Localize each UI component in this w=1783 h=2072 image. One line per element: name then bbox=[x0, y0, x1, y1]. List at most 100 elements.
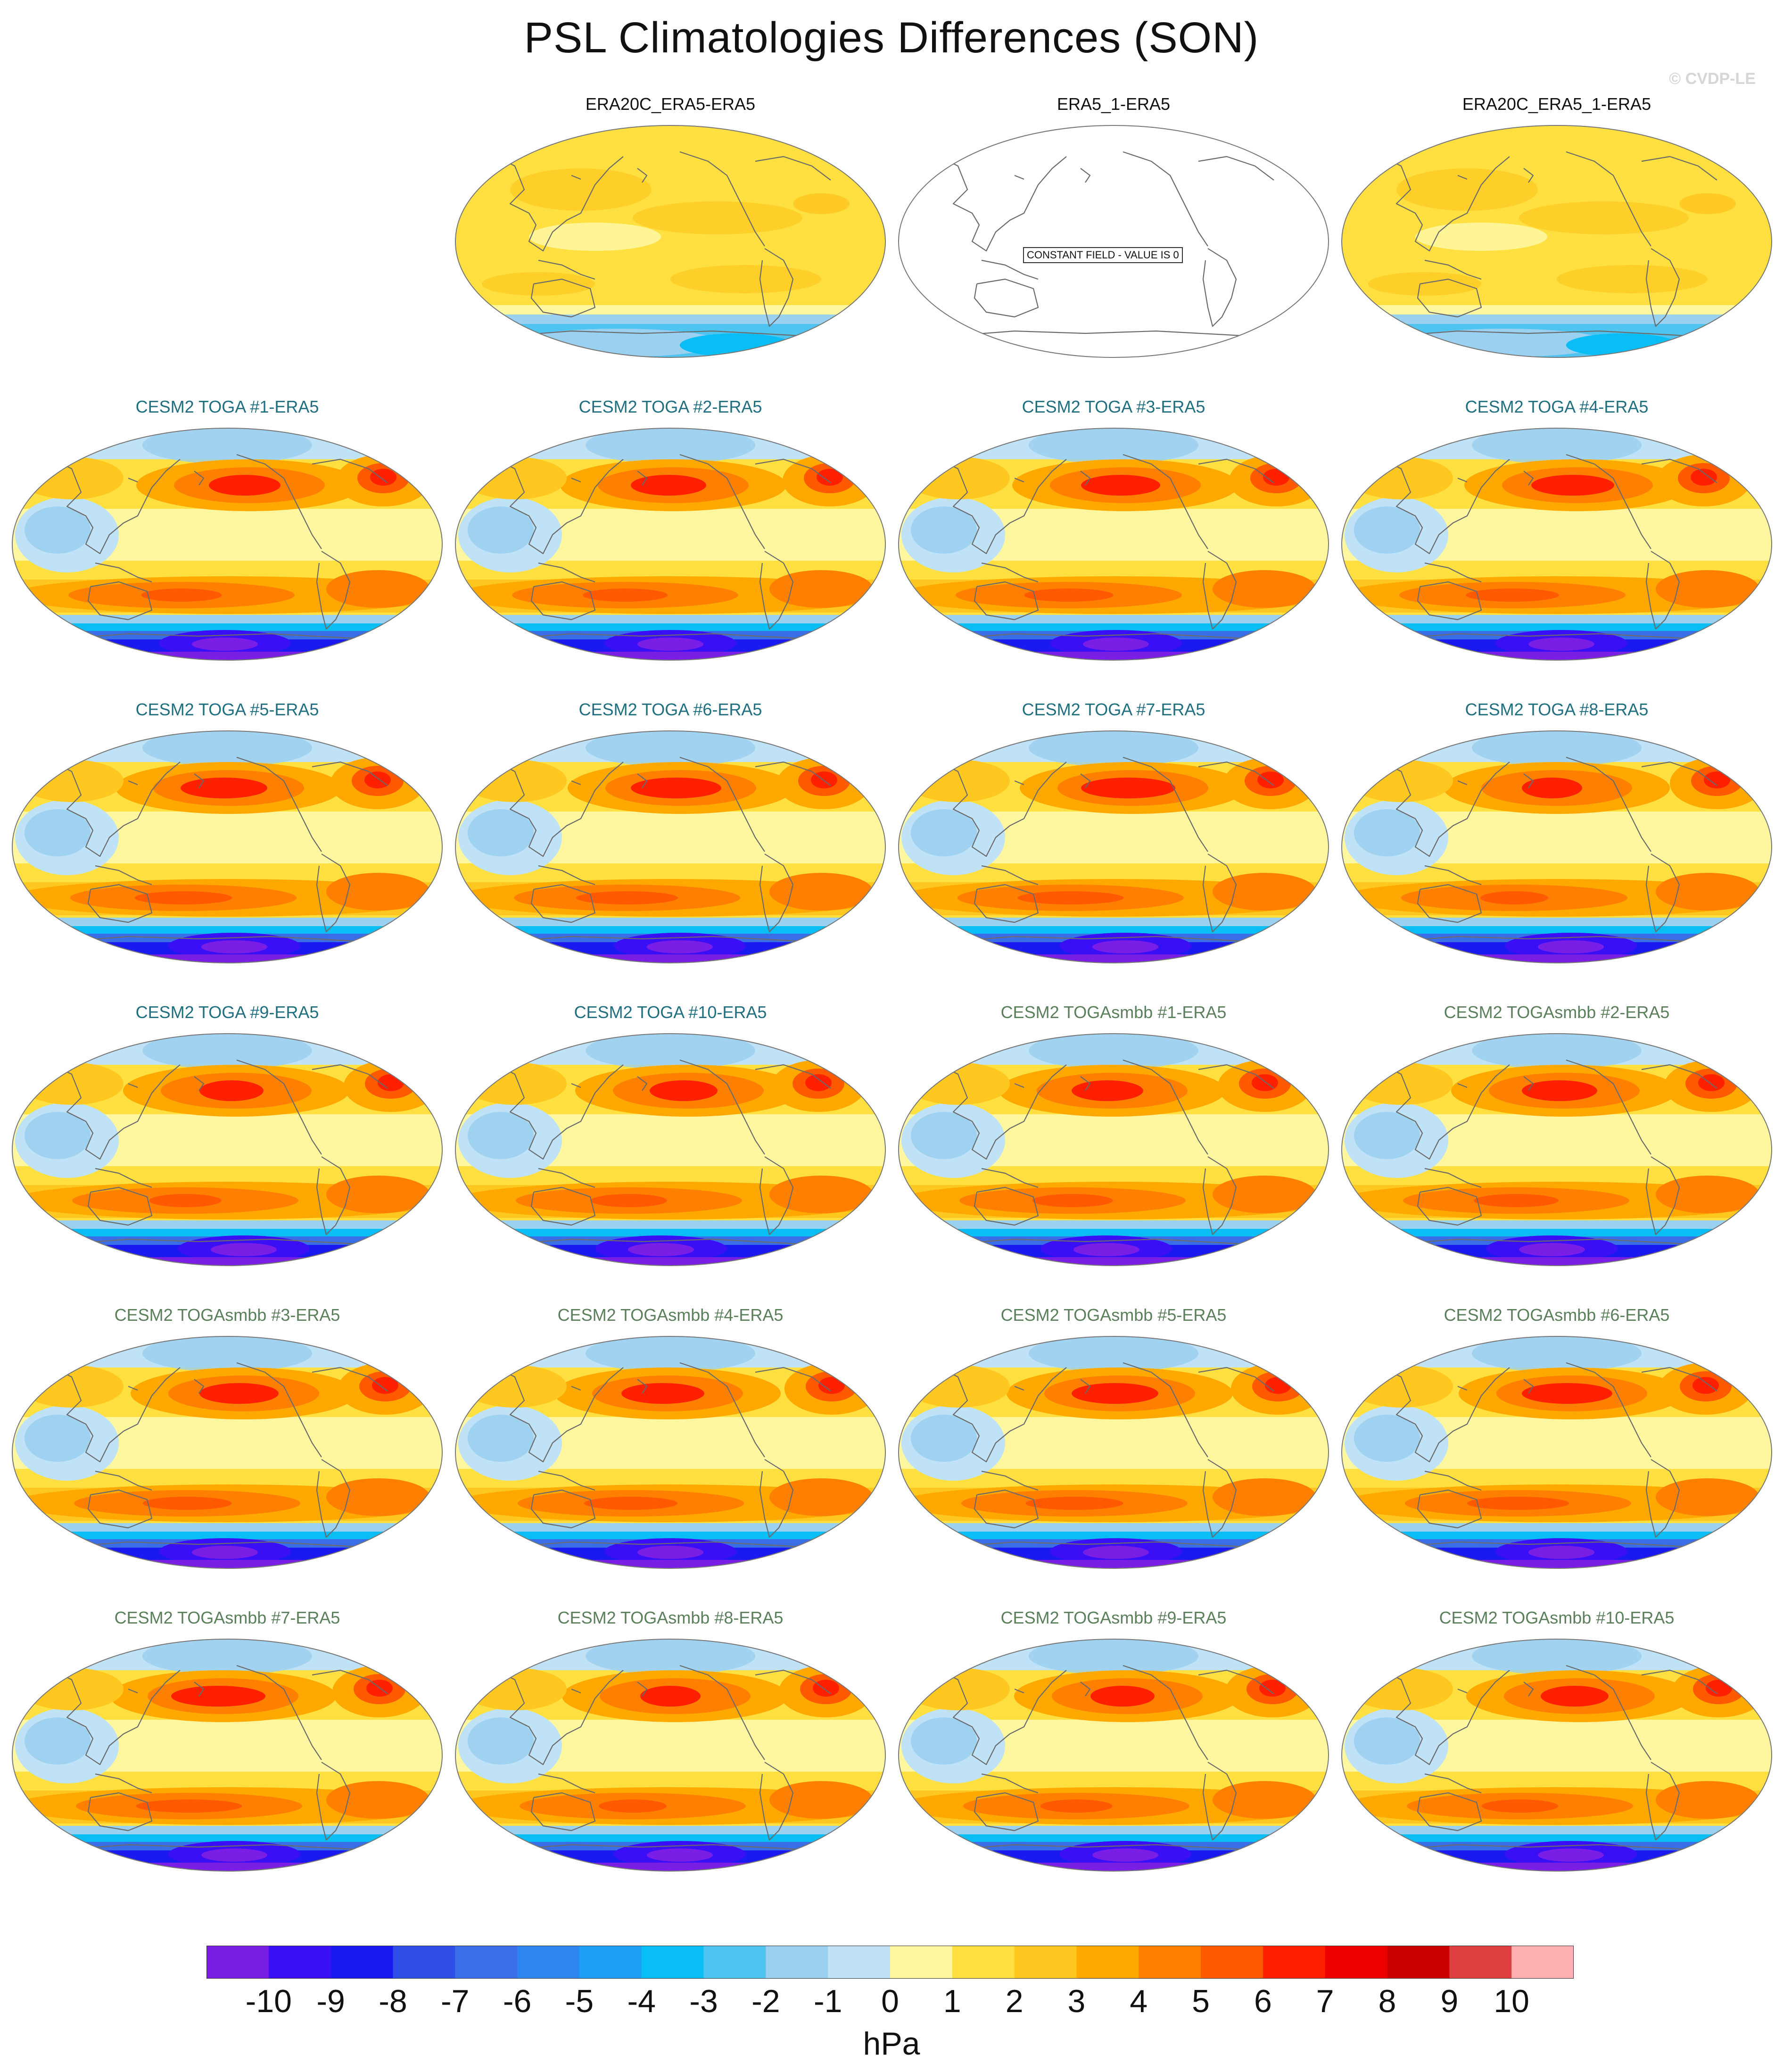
colorbar-tick-label: -8 bbox=[379, 1983, 407, 2019]
colorbar-swatch bbox=[330, 1946, 393, 1979]
panel-title: CESM2 TOGA #2-ERA5 bbox=[578, 397, 762, 416]
colorbar-tick-label: -9 bbox=[316, 1983, 345, 2019]
map-panel: CESM2 TOGA #7-ERA5 bbox=[897, 700, 1330, 965]
panel-title: CESM2 TOGAsmbb #10-ERA5 bbox=[1439, 1608, 1675, 1627]
colorbar-swatch bbox=[952, 1946, 1015, 1979]
panel-title: ERA20C_ERA5-ERA5 bbox=[585, 94, 756, 114]
colorbar-swatch bbox=[517, 1946, 580, 1979]
world-map-robinson bbox=[898, 1033, 1329, 1266]
colorbar-tick-label: 2 bbox=[1005, 1983, 1024, 2019]
world-map-robinson bbox=[455, 1336, 886, 1569]
panel-title: CESM2 TOGA #4-ERA5 bbox=[1465, 397, 1649, 416]
world-map-robinson bbox=[898, 1336, 1329, 1569]
colorbar-swatch bbox=[206, 1946, 269, 1979]
world-map-robinson bbox=[12, 428, 443, 661]
colorbar-swatch bbox=[1325, 1946, 1388, 1979]
map-panel: CESM2 TOGA #2-ERA5 bbox=[454, 397, 887, 662]
panel-title: CESM2 TOGA #6-ERA5 bbox=[578, 700, 762, 719]
colorbar-tick-label: -6 bbox=[503, 1983, 532, 2019]
colorbar-tick-label: -10 bbox=[245, 1983, 292, 2019]
map-panel: CESM2 TOGA #6-ERA5 bbox=[454, 700, 887, 965]
map-panel: CESM2 TOGA #4-ERA5 bbox=[1340, 397, 1774, 662]
colorbar-tick-label: 4 bbox=[1130, 1983, 1148, 2019]
map-panel: CESM2 TOGAsmbb #9-ERA5 bbox=[897, 1608, 1330, 1873]
map-panel: CESM2 TOGAsmbb #4-ERA5 bbox=[454, 1305, 887, 1570]
map-panel: CESM2 TOGAsmbb #7-ERA5 bbox=[10, 1608, 444, 1873]
colorbar-swatch bbox=[579, 1946, 642, 1979]
map-panel: CESM2 TOGAsmbb #8-ERA5 bbox=[454, 1608, 887, 1873]
colorbar-tick-label: -3 bbox=[689, 1983, 718, 2019]
world-map-robinson bbox=[1341, 730, 1772, 963]
colorbar-swatch bbox=[1201, 1946, 1263, 1979]
colorbar-swatch bbox=[828, 1946, 891, 1979]
world-map-robinson bbox=[455, 730, 886, 963]
panel-title: CESM2 TOGA #5-ERA5 bbox=[135, 700, 319, 719]
world-map-robinson bbox=[1341, 1639, 1772, 1872]
colorbar-tick-label: 3 bbox=[1067, 1983, 1086, 2019]
world-map-robinson bbox=[898, 730, 1329, 963]
colorbar-tick-label: -5 bbox=[565, 1983, 594, 2019]
panel-title: CESM2 TOGA #9-ERA5 bbox=[135, 1003, 319, 1022]
panel-title: CESM2 TOGA #3-ERA5 bbox=[1022, 397, 1205, 416]
colorbar-swatch bbox=[1449, 1946, 1512, 1979]
panel-title: CESM2 TOGAsmbb #7-ERA5 bbox=[114, 1608, 340, 1627]
colorbar-tick-label: 5 bbox=[1192, 1983, 1210, 2019]
colorbar-swatch bbox=[1139, 1946, 1201, 1979]
map-panel: CESM2 TOGAsmbb #10-ERA5 bbox=[1340, 1608, 1774, 1873]
map-panel: CESM2 TOGAsmbb #3-ERA5 bbox=[10, 1305, 444, 1570]
map-panel: CESM2 TOGA #10-ERA5 bbox=[454, 1003, 887, 1268]
colorbar-tick-label: 9 bbox=[1440, 1983, 1459, 2019]
world-map-robinson bbox=[455, 428, 886, 661]
colorbar-tick-label: -2 bbox=[751, 1983, 780, 2019]
panel-title: CESM2 TOGAsmbb #9-ERA5 bbox=[1000, 1608, 1227, 1627]
world-map-robinson bbox=[12, 1033, 443, 1266]
map-panel: ERA20C_ERA5_1-ERA5 bbox=[1340, 94, 1774, 359]
colorbar-swatch bbox=[890, 1946, 953, 1979]
map-panel: ERA20C_ERA5-ERA5 bbox=[454, 94, 887, 359]
constant-field-note: CONSTANT FIELD - VALUE IS 0 bbox=[1023, 247, 1183, 263]
colorbar-tick-label: 0 bbox=[881, 1983, 899, 2019]
map-panel: CESM2 TOGAsmbb #6-ERA5 bbox=[1340, 1305, 1774, 1570]
colorbar-tick-label: -4 bbox=[627, 1983, 656, 2019]
page-title: PSL Climatologies Differences (SON) bbox=[524, 14, 1259, 62]
colorbar-tick-label: 1 bbox=[943, 1983, 961, 2019]
world-map-robinson bbox=[898, 428, 1329, 661]
colorbar-tick-label: 6 bbox=[1254, 1983, 1272, 2019]
panel-title: ERA5_1-ERA5 bbox=[1057, 94, 1171, 114]
map-panel: CESM2 TOGA #1-ERA5 bbox=[10, 397, 444, 662]
colorbar-tick-label: -7 bbox=[441, 1983, 470, 2019]
map-panel: ERA5_1-ERA5 CONSTANT FIELD - VALUE IS 0 bbox=[897, 94, 1330, 359]
colorbar-tick-label: 10 bbox=[1494, 1983, 1529, 2019]
map-panel: CESM2 TOGA #8-ERA5 bbox=[1340, 700, 1774, 965]
panel-title: CESM2 TOGA #10-ERA5 bbox=[574, 1003, 767, 1022]
colorbar-tick-label: 7 bbox=[1316, 1983, 1334, 2019]
world-map-robinson bbox=[1341, 428, 1772, 661]
panel-title: CESM2 TOGA #1-ERA5 bbox=[135, 397, 319, 416]
panel-title: CESM2 TOGAsmbb #8-ERA5 bbox=[557, 1608, 784, 1627]
watermark: © CVDP-LE bbox=[1669, 70, 1756, 88]
colorbar bbox=[206, 1946, 1574, 1979]
world-map-robinson bbox=[1341, 1033, 1772, 1266]
colorbar-swatch bbox=[268, 1946, 331, 1979]
map-panel: CESM2 TOGAsmbb #1-ERA5 bbox=[897, 1003, 1330, 1268]
colorbar-units: hPa bbox=[863, 2026, 920, 2062]
world-map-robinson bbox=[12, 1336, 443, 1569]
world-map-robinson bbox=[1341, 125, 1772, 358]
map-panel: CESM2 TOGA #9-ERA5 bbox=[10, 1003, 444, 1268]
colorbar-swatch bbox=[393, 1946, 455, 1979]
panel-title: CESM2 TOGAsmbb #1-ERA5 bbox=[1000, 1003, 1227, 1022]
panel-title: CESM2 TOGAsmbb #4-ERA5 bbox=[557, 1305, 784, 1325]
colorbar-swatch bbox=[641, 1946, 704, 1979]
world-map-robinson bbox=[898, 1639, 1329, 1872]
colorbar-swatch bbox=[1387, 1946, 1450, 1979]
colorbar-swatch bbox=[766, 1946, 828, 1979]
panel-title: CESM2 TOGAsmbb #5-ERA5 bbox=[1000, 1305, 1227, 1325]
panel-title: CESM2 TOGA #7-ERA5 bbox=[1022, 700, 1205, 719]
colorbar-tick-label: -1 bbox=[813, 1983, 842, 2019]
panel-title: CESM2 TOGAsmbb #3-ERA5 bbox=[114, 1305, 340, 1325]
world-map-robinson bbox=[12, 1639, 443, 1872]
world-map-robinson bbox=[898, 125, 1329, 358]
world-map-robinson bbox=[455, 125, 886, 358]
colorbar-swatch bbox=[1263, 1946, 1326, 1979]
panel-title: ERA20C_ERA5_1-ERA5 bbox=[1462, 94, 1651, 114]
